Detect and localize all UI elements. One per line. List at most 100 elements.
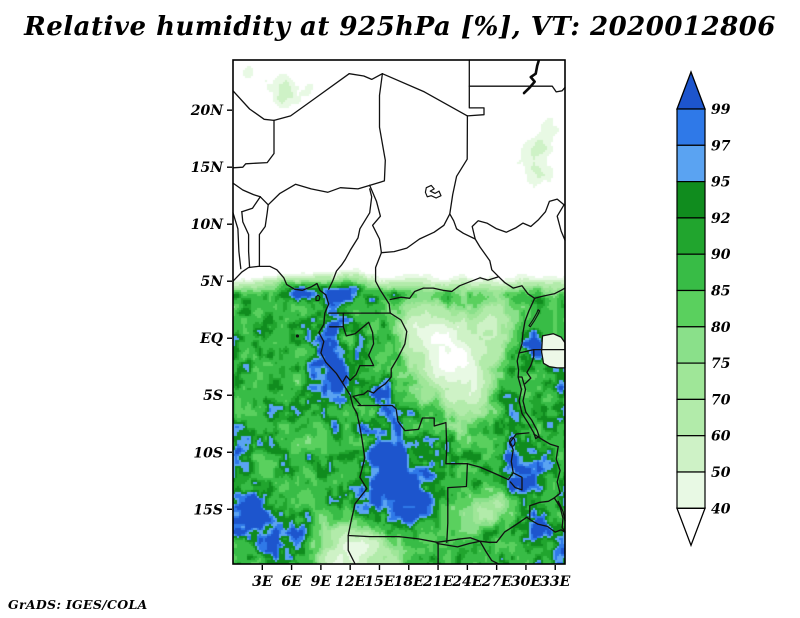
country-border xyxy=(341,321,375,384)
country-border xyxy=(380,213,451,254)
lat-tick-label: 5N xyxy=(200,274,224,290)
country-border xyxy=(369,73,386,187)
country-border xyxy=(232,182,261,198)
lon-tick-label: 33E xyxy=(540,574,570,590)
lon-tick-label: 18E xyxy=(394,574,424,590)
country-border xyxy=(530,348,535,367)
colorbar-label: 60 xyxy=(711,429,731,445)
colorbar-label: 80 xyxy=(711,320,731,336)
colorbar-label: 92 xyxy=(711,211,731,227)
country-border xyxy=(258,196,269,268)
country-border xyxy=(516,352,520,378)
country-border xyxy=(446,463,469,543)
country-border xyxy=(347,534,438,543)
country-border xyxy=(533,433,559,448)
colorbar-arrow-top xyxy=(676,70,706,110)
country-border xyxy=(273,73,350,122)
lon-tick-label: 30E xyxy=(511,574,541,590)
country-border xyxy=(449,115,469,230)
lon-tick-label: 9E xyxy=(311,574,332,590)
humidity-field-canvas xyxy=(233,60,565,564)
country-border xyxy=(556,204,566,241)
lake-victoria xyxy=(540,333,566,369)
country-border xyxy=(241,196,261,213)
country-border xyxy=(436,537,481,543)
country-border xyxy=(553,497,566,533)
country-border xyxy=(529,497,555,521)
country-border xyxy=(553,445,561,499)
colorbar-label: 95 xyxy=(711,175,730,191)
colorbar-segment xyxy=(676,471,706,509)
colorbar-label: 85 xyxy=(711,284,730,300)
lat-tick-label: 10N xyxy=(191,217,224,233)
country-border xyxy=(232,265,368,565)
colorbar-label: 99 xyxy=(711,102,731,118)
colorbar-segment xyxy=(676,217,706,255)
country-border xyxy=(374,252,391,314)
country-border xyxy=(267,183,371,206)
bioko-island xyxy=(315,294,321,302)
lat-tick-label: EQ xyxy=(199,331,223,347)
lon-tick-label: 6E xyxy=(281,574,302,590)
country-border xyxy=(357,404,469,465)
country-border xyxy=(479,540,500,565)
country-border xyxy=(436,540,481,548)
lat-tick-label: 15S xyxy=(193,502,223,518)
colorbar-label: 70 xyxy=(711,392,731,408)
country-border xyxy=(479,516,566,543)
colorbar-segment xyxy=(676,253,706,292)
colorbar-segment xyxy=(676,108,706,146)
lake-tanganyika xyxy=(517,376,540,440)
lat-tick-label: 5S xyxy=(203,388,223,404)
lake-chad-squiggle xyxy=(424,184,442,199)
country-border xyxy=(466,463,523,491)
colorbar: 99 97 95 92 90 85 80 75 70 60 50 40 xyxy=(676,70,731,548)
lake-albert xyxy=(528,309,541,328)
country-border xyxy=(241,211,251,269)
country-border xyxy=(232,212,242,270)
country-border xyxy=(232,90,275,122)
country-border xyxy=(497,276,536,299)
colorbar-segment xyxy=(676,181,706,219)
country-border xyxy=(455,228,500,278)
country-border xyxy=(468,85,566,93)
country-border xyxy=(389,276,500,301)
lon-tick-label: 3E xyxy=(252,574,273,590)
country-border xyxy=(518,348,535,354)
colorbar-label: 90 xyxy=(711,247,731,263)
colorbar-label: 75 xyxy=(711,356,730,372)
country-border xyxy=(524,364,532,385)
lat-tick-label: 20N xyxy=(190,103,224,119)
country-border xyxy=(466,59,485,117)
sao-tome-island xyxy=(295,334,300,338)
country-border xyxy=(518,297,536,354)
lon-tick-label: 24E xyxy=(451,574,482,590)
country-border xyxy=(348,73,384,81)
country-border xyxy=(381,73,469,117)
country-border xyxy=(509,432,530,474)
colorbar-segment xyxy=(676,144,706,183)
country-border xyxy=(352,395,362,407)
attribution: GrADS: IGES/COLA xyxy=(8,597,148,612)
country-border xyxy=(534,287,566,299)
colorbar-segment xyxy=(676,362,706,401)
colorbar-segment xyxy=(676,435,706,473)
colorbar-segment xyxy=(676,289,706,328)
colorbar-segment xyxy=(676,398,706,437)
lon-tick-label: 21E xyxy=(422,574,453,590)
country-border xyxy=(328,312,344,328)
lon-tick-label: 27E xyxy=(481,574,512,590)
nile-river xyxy=(522,59,540,95)
lat-tick-label: 15N xyxy=(191,160,224,176)
country-border xyxy=(352,312,408,398)
country-border xyxy=(328,188,373,290)
colorbar-label: 50 xyxy=(711,465,731,481)
lon-tick-label: 15E xyxy=(364,574,394,590)
chart-title: Relative humidity at 925hPa [%], VT: 202… xyxy=(24,12,776,42)
colorbar-arrow-bottom xyxy=(676,507,706,548)
colorbar-segment xyxy=(676,326,706,364)
country-border xyxy=(471,198,565,240)
map-frame xyxy=(232,59,566,565)
